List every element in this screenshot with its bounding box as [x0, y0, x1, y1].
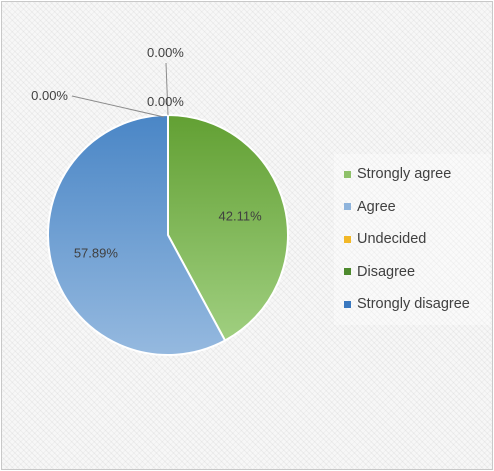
legend-swatch-disagree	[344, 268, 351, 276]
pie-slice-strongly-agree	[167, 113, 289, 342]
data-label-strongly-disagree: 0.00%	[147, 94, 184, 109]
leader-line-disagree	[71, 95, 165, 118]
legend: Strongly agree Agree Undecided Disagree Stro…	[334, 154, 490, 325]
legend-swatch-strongly-agree	[344, 170, 351, 178]
legend-label: Strongly agree	[357, 166, 452, 183]
legend-label: Disagree	[357, 263, 416, 280]
data-label-disagree: 0.00%	[31, 88, 68, 103]
pie-slice-agree	[47, 113, 227, 356]
leader-line-undecided	[165, 62, 169, 116]
legend-label: Agree	[357, 198, 396, 215]
legend-swatch-agree	[344, 203, 351, 211]
legend-label: Strongly disagree	[357, 296, 470, 313]
legend-item-agree: Agree	[338, 191, 486, 224]
legend-label: Undecided	[357, 231, 427, 248]
data-label-agree: 57.89%	[74, 245, 119, 260]
legend-item-strongly-disagree: Strongly disagree	[338, 288, 486, 321]
data-label-strongly-agree: 42.11%	[219, 209, 263, 224]
legend-swatch-strongly-disagree	[344, 300, 351, 308]
legend-item-undecided: Undecided	[338, 223, 486, 256]
legend-item-disagree: Disagree	[338, 256, 486, 289]
data-label-undecided: 0.00%	[147, 45, 184, 60]
legend-item-strongly-agree: Strongly agree	[338, 158, 486, 191]
legend-swatch-undecided	[344, 235, 351, 243]
